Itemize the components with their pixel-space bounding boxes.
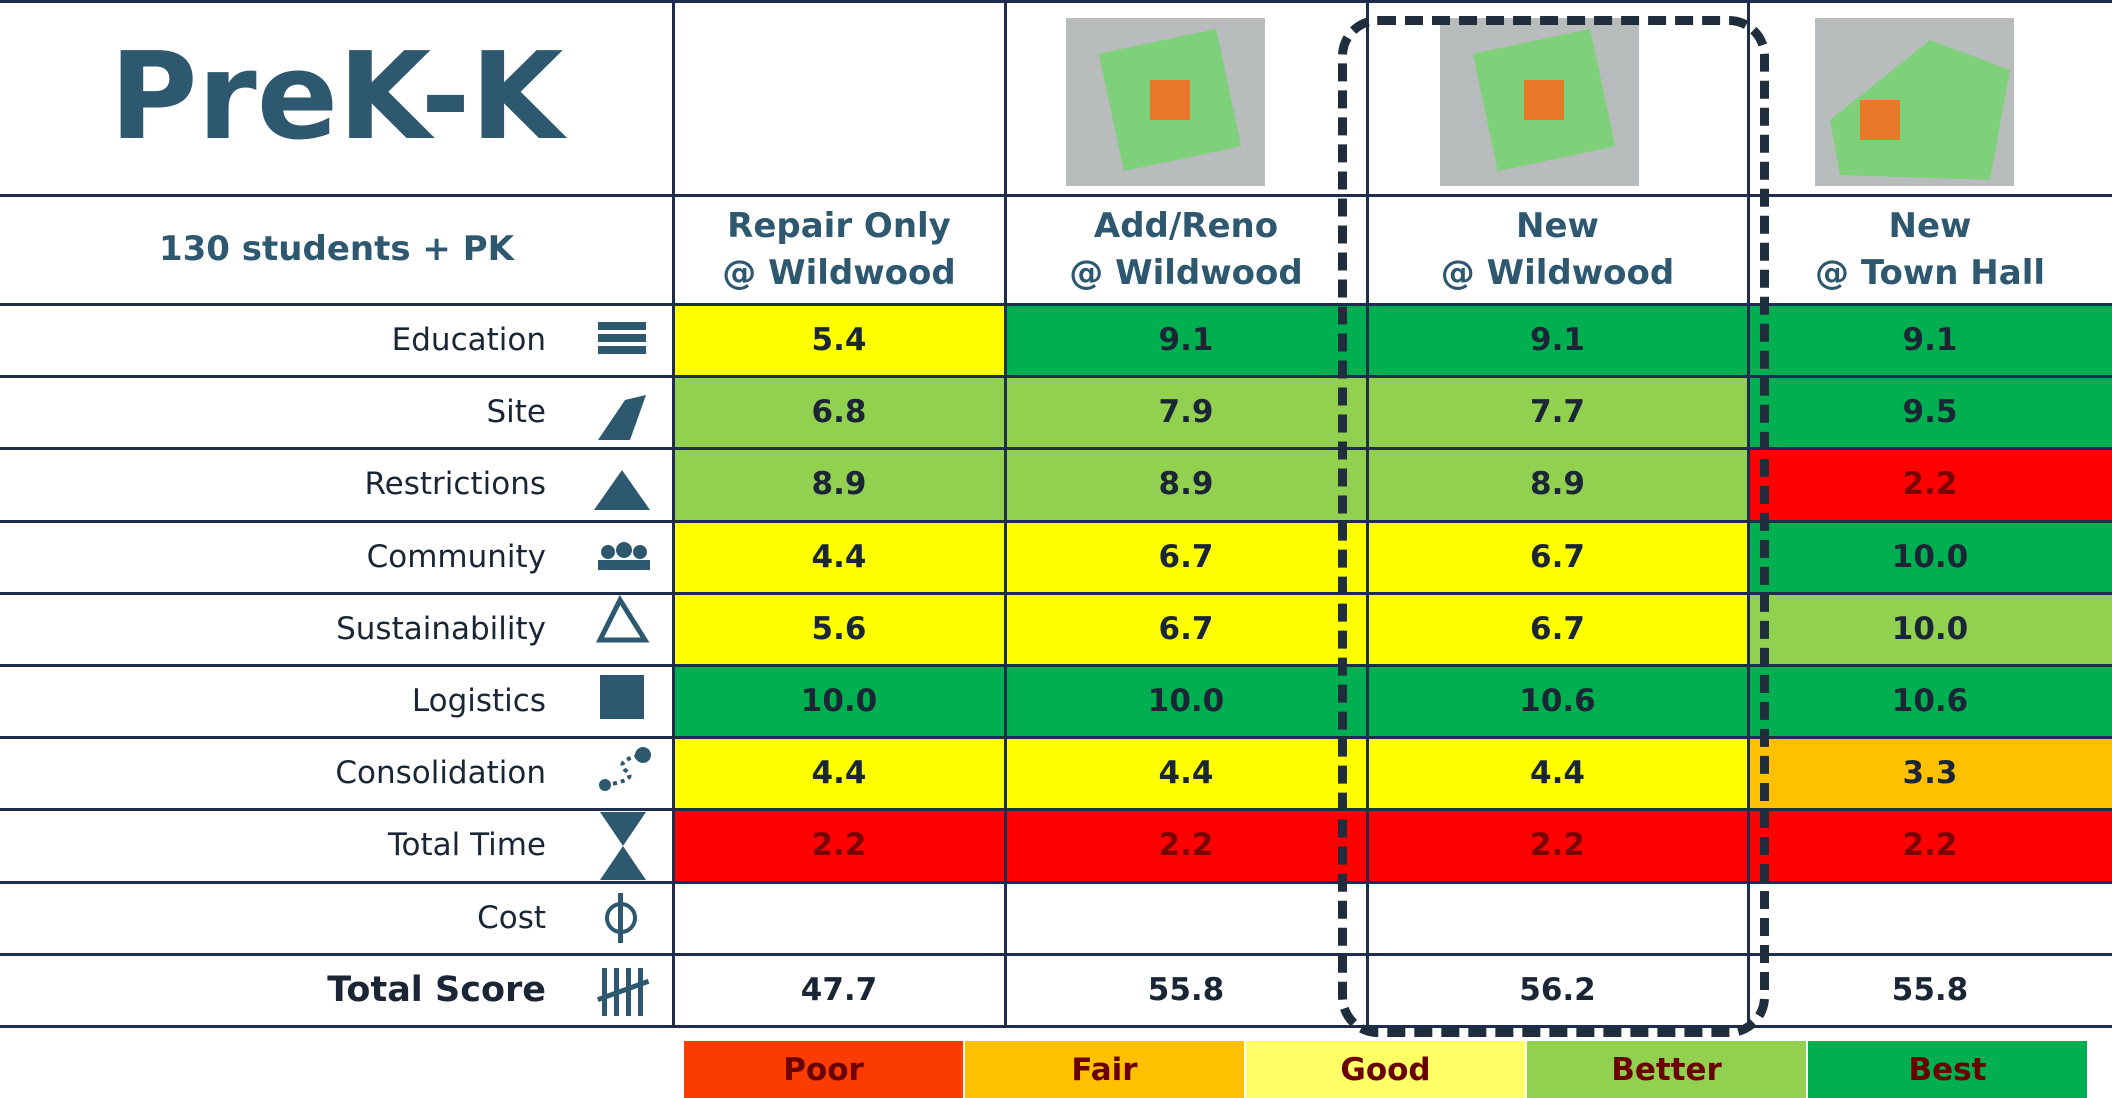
row-label: Education: [0, 304, 546, 376]
column-header: New@ Town Hall: [1748, 195, 2112, 304]
score-cell: 10.0: [1748, 593, 2112, 665]
score-cell: 10.0: [1005, 665, 1367, 737]
score-cell: 9.5: [1748, 376, 2112, 448]
score-cell: 4.4: [673, 521, 1005, 593]
grid-line: [0, 0, 2112, 3]
scorecard: PreK-K 130 students + PK Repair Only@ Wi…: [0, 0, 2112, 1098]
row-label: Restrictions: [0, 448, 546, 520]
column-name: New: [1889, 203, 1972, 250]
score-cell: 8.9: [673, 448, 1005, 520]
score-cell: 5.4: [673, 304, 1005, 376]
column-name: Repair Only: [727, 203, 951, 250]
grid-line: [0, 592, 2112, 595]
score-cell: 6.8: [673, 376, 1005, 448]
score-cell: 9.1: [1748, 304, 2112, 376]
total-label: Total Score: [0, 954, 546, 1026]
grid-line: [672, 0, 675, 1026]
row-label: Consolidation: [0, 737, 546, 809]
grid-line: [0, 1025, 2112, 1028]
row-label: Cost: [0, 882, 546, 954]
score-cell: 4.4: [1005, 737, 1367, 809]
score-cell: 2.2: [1005, 809, 1367, 881]
row-icons: [594, 322, 651, 1016]
legend-item: Poor: [684, 1041, 963, 1098]
grid-line: [0, 736, 2112, 739]
row-label: Total Time: [0, 809, 546, 881]
total-cell: 47.7: [673, 954, 1005, 1026]
score-cell: 2.2: [1748, 809, 2112, 881]
grid-line: [0, 881, 2112, 884]
grid-line: [0, 303, 2112, 306]
score-cell: 3.3: [1748, 737, 2112, 809]
grid-line: [1004, 0, 1007, 1026]
grid-line: [0, 664, 2112, 667]
grid-line: [0, 375, 2112, 378]
row-label: Logistics: [0, 665, 546, 737]
row-label: Site: [0, 376, 546, 448]
column-location: @ Wildwood: [1069, 250, 1302, 297]
score-cell: 6.7: [1005, 521, 1367, 593]
score-cell: 7.9: [1005, 376, 1367, 448]
grid-line: [0, 447, 2112, 450]
column-header: Add/Reno@ Wildwood: [1005, 195, 1367, 304]
score-cell: 10.0: [673, 665, 1005, 737]
score-cell: 10.6: [1748, 665, 2112, 737]
score-cell: 8.9: [1005, 448, 1367, 520]
score-cell: 2.2: [1748, 448, 2112, 520]
column-name: Add/Reno: [1094, 203, 1278, 250]
column-location: @ Town Hall: [1815, 250, 2045, 297]
column-header: Repair Only@ Wildwood: [673, 195, 1005, 304]
grid-line: [0, 520, 2112, 523]
grid-line: [0, 194, 2112, 197]
score-cell: 9.1: [1005, 304, 1367, 376]
score-cell: 6.7: [1005, 593, 1367, 665]
legend-item: Good: [1246, 1041, 1525, 1098]
score-cell: 4.4: [673, 737, 1005, 809]
score-cell: 5.6: [673, 593, 1005, 665]
row-label: Community: [0, 521, 546, 593]
column-location: @ Wildwood: [722, 250, 955, 297]
total-cell: 55.8: [1748, 954, 2112, 1026]
legend-item: Best: [1808, 1041, 2087, 1098]
legend-item: Better: [1527, 1041, 1806, 1098]
score-cell: 2.2: [673, 809, 1005, 881]
grid-line: [0, 953, 2112, 956]
total-cell: 55.8: [1005, 954, 1367, 1026]
highlight-box: [1338, 16, 1769, 1037]
legend-item: Fair: [965, 1041, 1244, 1098]
score-cell: 10.0: [1748, 521, 2112, 593]
row-label: Sustainability: [0, 593, 546, 665]
grid-line: [0, 808, 2112, 811]
